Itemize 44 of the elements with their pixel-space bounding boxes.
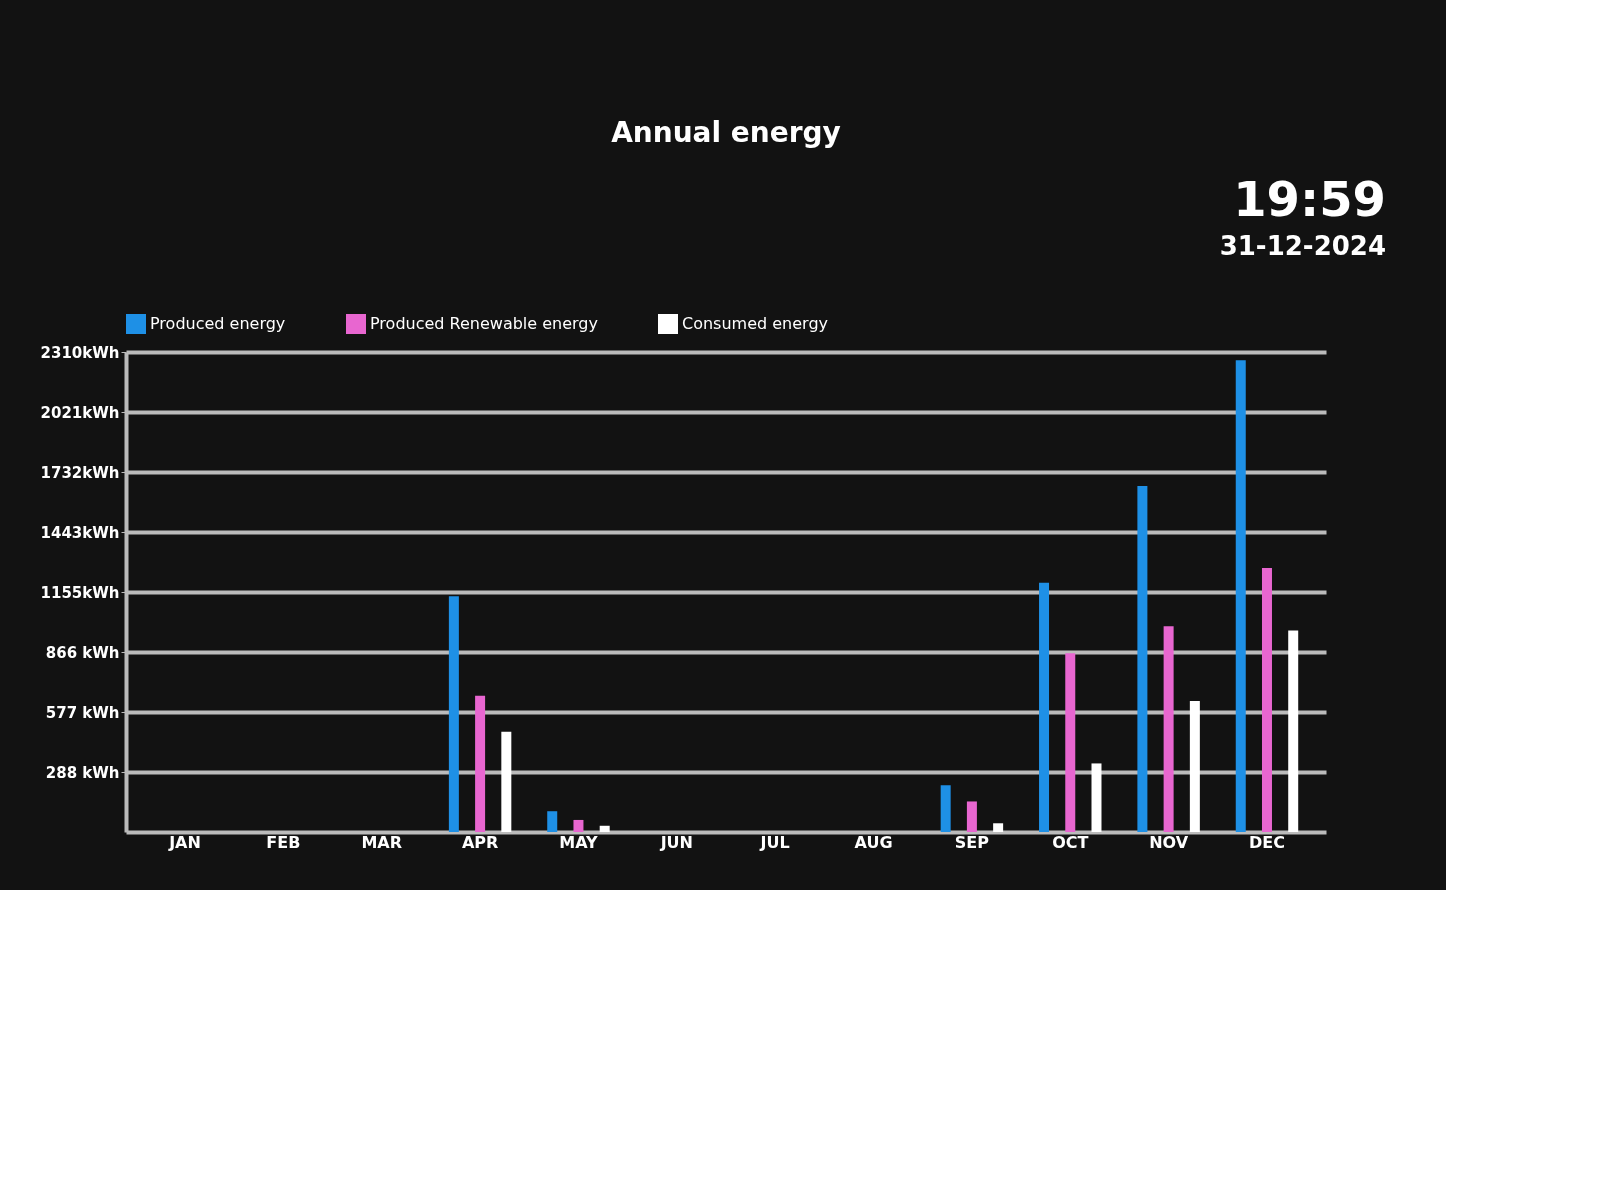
x-tick-label: DEC [1249, 832, 1285, 852]
x-tick-label: JAN [168, 832, 201, 852]
legend-label: Consumed energy [682, 314, 828, 333]
bar [1189, 701, 1200, 832]
bar [501, 731, 512, 832]
y-tick-label: 577 kWh [45, 703, 120, 722]
bar [993, 823, 1004, 832]
x-tick-label: AUG [854, 832, 893, 852]
text: 31-12-2024 [1219, 231, 1386, 261]
x-tick-label: SEP [954, 832, 990, 852]
x-tick-label: APR [461, 832, 499, 852]
bar [1288, 630, 1299, 832]
bar [1065, 653, 1076, 832]
y-tick-label: 866 kWh [45, 643, 120, 662]
x-tick-label: MAY [559, 832, 599, 852]
y-tick-label: 288 kWh [45, 763, 120, 782]
y-tick-label: 1443kWh [40, 523, 120, 542]
x-tick-label: JUN [659, 832, 693, 852]
bar [573, 819, 584, 832]
legend-label: Produced Renewable energy [370, 314, 598, 333]
bar [1235, 360, 1246, 832]
bar [966, 801, 977, 832]
y-tick-label: 2310kWh [40, 343, 120, 362]
bar [1163, 626, 1174, 832]
x-tick-label: MAR [361, 832, 403, 852]
legend-label: Produced energy [150, 314, 286, 333]
bar [547, 811, 558, 832]
bar [1137, 486, 1148, 832]
bar [1091, 763, 1102, 832]
bar [599, 825, 610, 832]
y-tick-label: 1155kWh [40, 583, 120, 602]
text: 19:59 [1233, 171, 1386, 227]
x-tick-label: OCT [1052, 832, 1089, 852]
x-tick-label: NOV [1149, 832, 1189, 852]
y-tick-label: 2021kWh [40, 403, 120, 422]
y-tick-label: 1732kWh [40, 463, 120, 482]
bar [940, 785, 951, 832]
x-tick-label: FEB [266, 832, 301, 852]
bar [1039, 582, 1050, 832]
bar [475, 695, 486, 832]
bar [448, 596, 459, 832]
chart-title: Annual energy [611, 116, 841, 149]
bar [1261, 568, 1272, 832]
x-tick-label: JUL [759, 832, 790, 852]
